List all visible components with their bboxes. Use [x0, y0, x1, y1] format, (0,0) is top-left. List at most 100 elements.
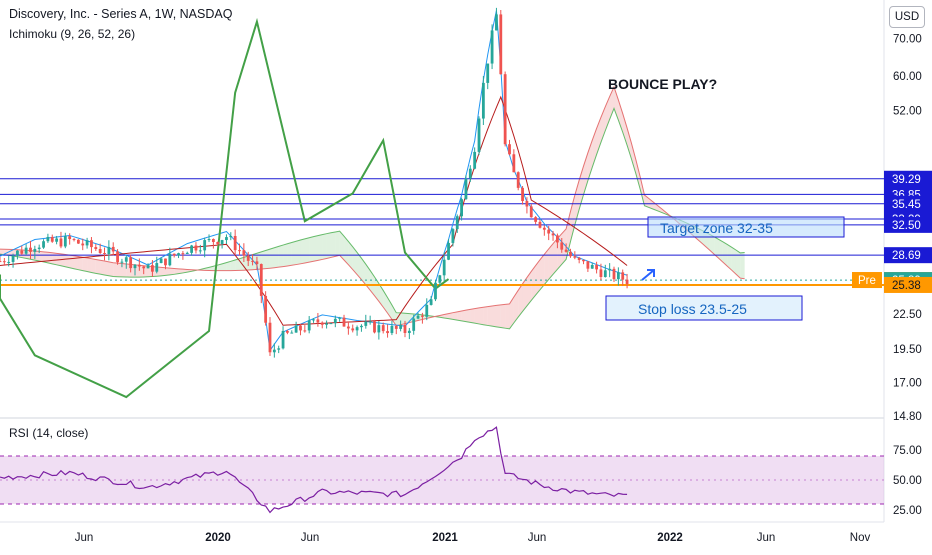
candle-body: [220, 240, 224, 245]
price-badge-label: 32.50: [892, 220, 921, 232]
ichimoku-cloud-segment: [714, 236, 719, 259]
candle-body: [582, 259, 585, 262]
ichimoku-cloud-segment: [74, 255, 79, 270]
candle-body: [172, 253, 176, 256]
candle-body: [455, 216, 459, 230]
candle-body: [72, 239, 76, 241]
candle-body: [216, 242, 220, 245]
ichimoku-cloud-segment: [95, 259, 101, 275]
candle-body: [403, 324, 407, 333]
candle-body: [59, 238, 63, 247]
candle-body: [538, 221, 542, 228]
candle-body: [277, 348, 281, 350]
ichimoku-cloud-segment: [618, 99, 623, 133]
target-zone-box: [647, 216, 845, 238]
ichimoku-cloud-segment: [339, 231, 345, 260]
candle-body: [360, 325, 363, 328]
candle-body: [11, 255, 15, 262]
candle-body: [381, 325, 385, 332]
ichimoku-cloud-segment: [352, 246, 358, 275]
ichimoku-cloud-segment: [361, 258, 366, 285]
candle-body: [229, 235, 233, 238]
ichimoku-cloud-segment: [169, 268, 175, 275]
candle-body: [24, 247, 28, 254]
ichimoku-cloud-segment: [52, 252, 57, 265]
candle-body: [377, 325, 381, 333]
candle-body: [438, 275, 442, 283]
candle-body: [590, 264, 594, 269]
candle-body: [146, 265, 150, 269]
candle-body: [625, 279, 629, 285]
candle-body: [116, 251, 119, 263]
candle-body: [29, 247, 32, 252]
price-badge-label: 28.69: [892, 250, 921, 262]
ichimoku-cloud-segment: [100, 260, 105, 275]
ichimoku-cloud-segment: [113, 262, 118, 277]
candle-body: [577, 257, 581, 260]
leading-span-b: [0, 85, 745, 327]
candle-body: [364, 321, 368, 326]
candle-body: [111, 246, 115, 252]
candle-body: [608, 268, 612, 271]
candle-body: [542, 227, 546, 230]
candle-body: [124, 257, 128, 262]
ichimoku-cloud-segment: [265, 249, 270, 269]
candle-body: [481, 82, 485, 119]
candle-body: [521, 187, 524, 202]
candle-body: [338, 317, 342, 319]
candle-body: [525, 201, 529, 207]
price-badge-label: 25.38: [892, 280, 921, 292]
ichimoku-cloud-segment: [269, 247, 275, 269]
ichimoku-cloud-segment: [570, 195, 575, 242]
ichimoku-cloud-segment: [313, 235, 318, 262]
candle-body: [468, 168, 472, 179]
candle-body: [181, 253, 185, 255]
candle-body: [303, 330, 307, 332]
ichimoku-cloud-segment: [47, 252, 53, 264]
candle-body: [547, 229, 551, 234]
candle-body: [203, 240, 207, 251]
candle-body: [316, 319, 320, 323]
pre-market-tag-label: Pre: [858, 275, 876, 287]
leading-span-a: [0, 107, 745, 330]
candle-body: [477, 118, 481, 152]
candle-body: [312, 319, 315, 321]
candle-body: [621, 272, 625, 280]
ichimoku-cloud-segment: [404, 313, 410, 324]
ichimoku-cloud-segment: [304, 237, 310, 264]
bounce-arrow-icon: [641, 269, 655, 281]
ichimoku-cloud-segment: [330, 231, 336, 258]
ichimoku-cloud-segment: [448, 312, 453, 320]
ichimoku-cloud-segment: [82, 257, 88, 272]
price-pane: [0, 0, 884, 416]
candle-body: [495, 14, 498, 31]
candle-body: [50, 236, 54, 242]
candle-body: [238, 250, 241, 252]
rsi-label: RSI (14, close): [9, 426, 89, 440]
ichimoku-cloud-segment: [622, 113, 628, 146]
candle-body: [98, 249, 102, 253]
candle-body: [272, 349, 276, 353]
stop-loss-box: [605, 295, 803, 321]
candle-body: [368, 321, 372, 323]
ichimoku-cloud-segment: [731, 247, 736, 275]
candle-body: [325, 323, 329, 325]
price-tick-label: 19.50: [893, 344, 922, 356]
candle-body: [351, 328, 355, 331]
candle-body: [342, 317, 346, 327]
ichimoku-cloud-segment: [178, 268, 183, 274]
candle-body: [286, 330, 289, 333]
time-axis-label: Jun: [757, 532, 776, 544]
rsi-line: [0, 426, 628, 514]
price-badge: [884, 170, 932, 187]
candle-body: [346, 326, 350, 329]
time-axis-label: Jun: [301, 532, 320, 544]
currency-button[interactable]: USD: [889, 6, 925, 28]
ichimoku-cloud-segment: [91, 258, 96, 274]
candle-body: [612, 268, 616, 280]
ichimoku-cloud-segment: [452, 311, 458, 321]
ichimoku-cloud-segment: [531, 265, 536, 301]
candle-body: [421, 315, 424, 317]
